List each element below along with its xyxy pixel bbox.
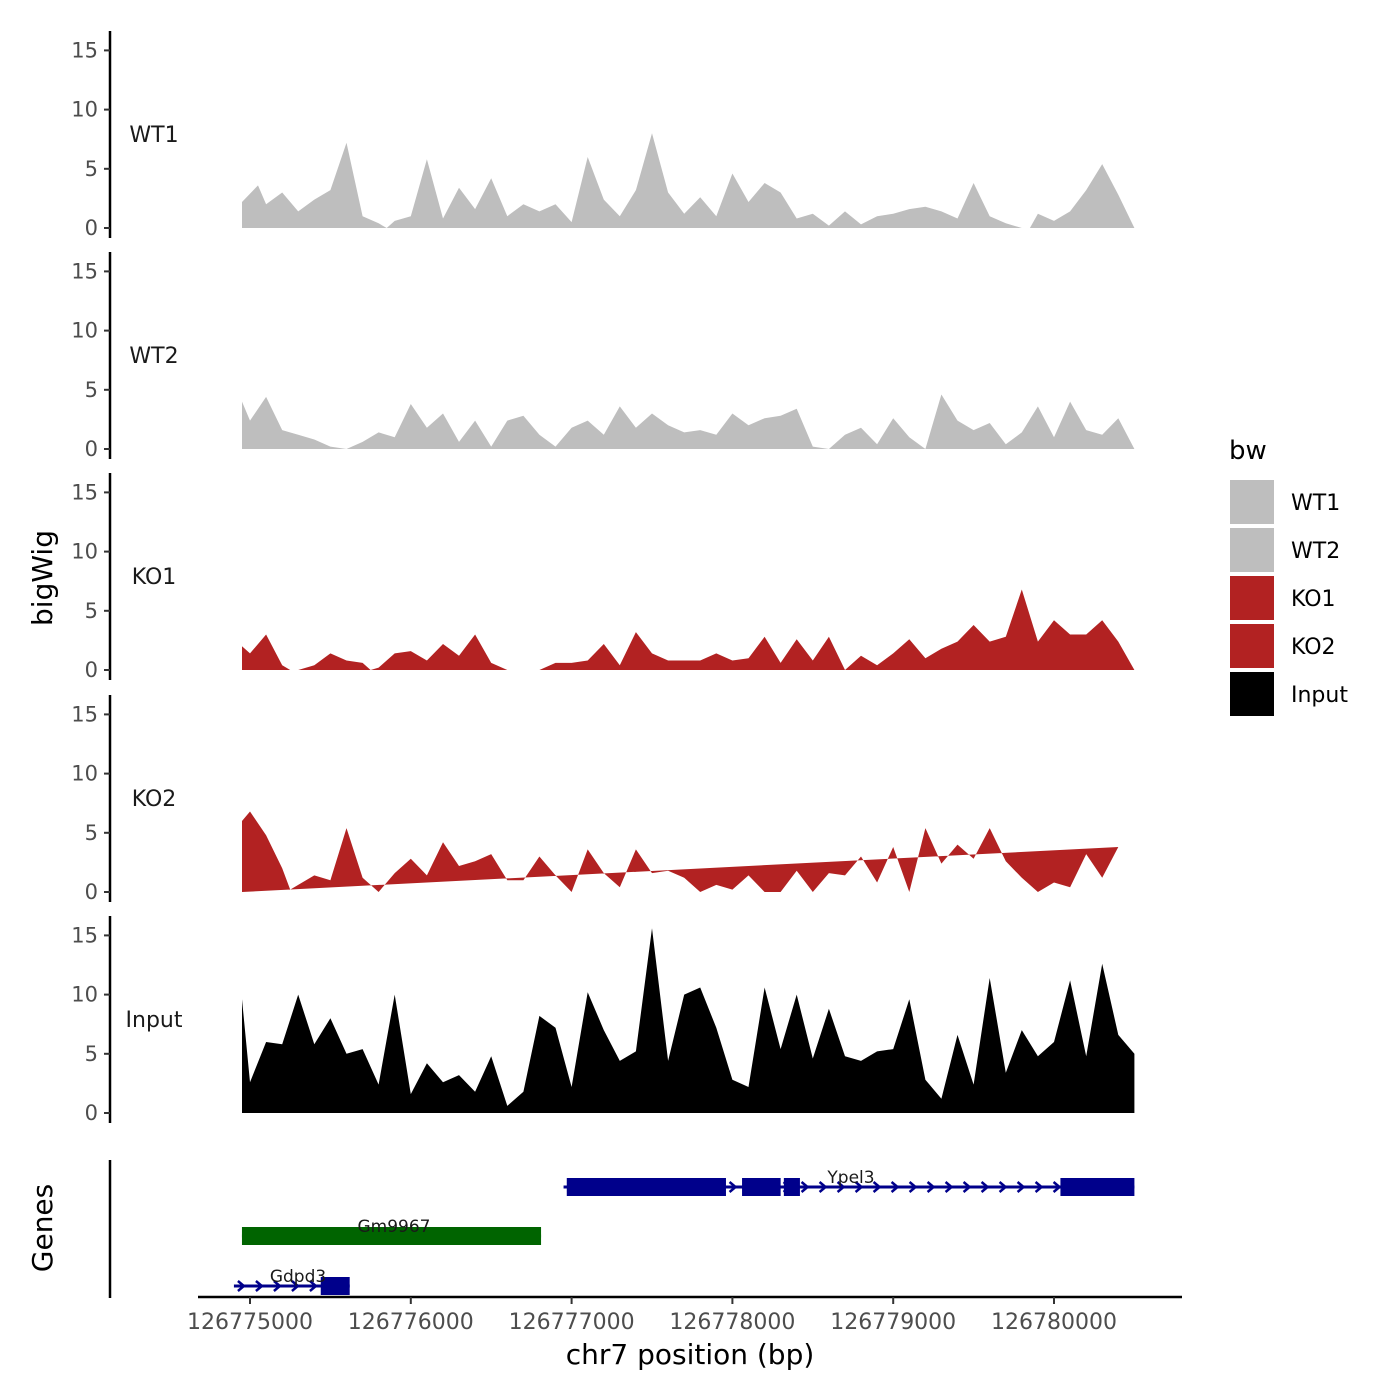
gene-annotation-track: Ypel3 Gm9967 Gdpd3 [108, 1160, 1135, 1298]
y-tick-label: 5 [85, 821, 98, 845]
legend-entry-ko2: KO2 [1230, 624, 1336, 668]
legend-entry-wt2: WT2 [1230, 528, 1340, 572]
legend-entry-input: Input [1230, 672, 1348, 716]
y-tick-label: 10 [71, 319, 98, 343]
y-tick-label: 15 [71, 38, 98, 62]
legend-swatch [1230, 672, 1274, 716]
y-tick-label: 0 [85, 1101, 98, 1125]
strand-arrow [908, 1181, 918, 1193]
y-tick-label: 0 [85, 216, 98, 240]
strand-arrow [890, 1181, 900, 1193]
gene-label: Gdpd3 [270, 1267, 326, 1287]
x-tick-label: 126776000 [348, 1310, 474, 1335]
track-wt2: 0 5 10 15 WT2 [71, 252, 1135, 461]
track-label: WT2 [129, 344, 178, 369]
strand-arrow [309, 1280, 318, 1292]
x-axis: 126775000 126776000 126777000 126778000 1267… [187, 1295, 1182, 1335]
legend-swatch [1230, 480, 1274, 524]
legend: bw WT1 WT2 KO1 KO2 Input [1229, 436, 1348, 716]
y-tick-label: 5 [85, 378, 98, 402]
y-tick-label: 5 [85, 1042, 98, 1066]
gene-gm9967: Gm9967 [241, 1217, 542, 1245]
track-label: KO2 [132, 787, 177, 812]
legend-entry-wt1: WT1 [1230, 480, 1340, 524]
legend-swatch [1230, 528, 1274, 572]
gene-label: Ypel3 [826, 1168, 874, 1188]
track-label: WT1 [129, 123, 178, 148]
coverage-area [242, 811, 1119, 892]
strand-arrow [944, 1181, 954, 1193]
y-tick-label: 0 [85, 658, 98, 682]
track-label: KO1 [132, 565, 177, 590]
gene-ypel3: Ypel3 [563, 1168, 1135, 1196]
exon-block [1060, 1178, 1135, 1196]
strand-arrow [926, 1181, 936, 1193]
y-tick-label: 10 [71, 762, 98, 786]
strand-arrow [980, 1181, 990, 1193]
strand-arrow [854, 1181, 864, 1193]
exon-block [742, 1178, 781, 1196]
y-tick-label: 10 [71, 983, 98, 1007]
y-tick-label: 10 [71, 540, 98, 564]
strand-arrow [998, 1181, 1008, 1193]
legend-label: KO2 [1291, 635, 1336, 660]
strand-arrow [237, 1280, 246, 1292]
coverage-area [242, 589, 1135, 670]
coverage-area [242, 133, 1135, 228]
y-axis-title-genes: Genes [26, 1184, 59, 1272]
x-tick-label: 126780000 [991, 1310, 1117, 1335]
coverage-area [242, 394, 1135, 449]
y-tick-label: 15 [71, 259, 98, 283]
gene-label: Gm9967 [358, 1217, 431, 1237]
track-wt1: 0 5 10 15 WT1 [71, 31, 1135, 240]
legend-label: WT1 [1291, 491, 1340, 516]
y-axis-title-bigwig: bigWig [26, 530, 59, 626]
x-tick-label: 126779000 [830, 1310, 956, 1335]
legend-label: Input [1291, 683, 1348, 708]
x-axis-title: chr7 position (bp) [566, 1338, 815, 1371]
x-tick-label: 126777000 [509, 1310, 635, 1335]
y-tick-label: 15 [71, 923, 98, 947]
strand-arrow [962, 1181, 972, 1193]
legend-label: WT2 [1291, 539, 1340, 564]
y-tick-label: 15 [71, 480, 98, 504]
y-tick-label: 0 [85, 437, 98, 461]
coverage-area [242, 928, 1135, 1113]
strand-arrow [255, 1280, 264, 1292]
strand-arrow [728, 1181, 738, 1193]
strand-arrow [1034, 1181, 1044, 1193]
gene-gdpd3: Gdpd3 [233, 1267, 350, 1295]
strand-arrow [1052, 1181, 1062, 1193]
strand-arrow [800, 1181, 810, 1193]
track-label: Input [126, 1008, 183, 1033]
track-ko2: 0 5 10 15 KO2 [71, 695, 1119, 904]
y-tick-label: 0 [85, 880, 98, 904]
exon-block [783, 1178, 800, 1196]
legend-label: KO1 [1291, 587, 1336, 612]
legend-entry-ko1: KO1 [1230, 576, 1336, 620]
track-ko1: 0 5 10 15 KO1 [71, 473, 1135, 682]
track-input: 0 5 10 15 Input [71, 916, 1135, 1125]
legend-swatch [1230, 624, 1274, 668]
strand-arrow [273, 1280, 282, 1292]
strand-arrow [291, 1280, 300, 1292]
coverage-tracks: 0 5 10 15 WT1 0 5 10 15 WT2 0 5 10 15 KO1 0 5 10 15 KO2 0 5 10… [71, 31, 1135, 1125]
exon-block [241, 1227, 542, 1245]
legend-title: bw [1229, 436, 1267, 466]
strand-arrow [818, 1181, 828, 1193]
x-tick-label: 126778000 [669, 1310, 795, 1335]
x-tick-label: 126775000 [187, 1310, 313, 1335]
strand-arrow [872, 1181, 882, 1193]
y-tick-label: 5 [85, 599, 98, 623]
y-tick-label: 5 [85, 157, 98, 181]
strand-arrow [1016, 1181, 1026, 1193]
strand-arrow [836, 1181, 846, 1193]
legend-swatch [1230, 576, 1274, 620]
exon-block [566, 1178, 726, 1196]
y-tick-label: 15 [71, 702, 98, 726]
exon-block [320, 1277, 350, 1295]
y-tick-label: 10 [71, 98, 98, 122]
